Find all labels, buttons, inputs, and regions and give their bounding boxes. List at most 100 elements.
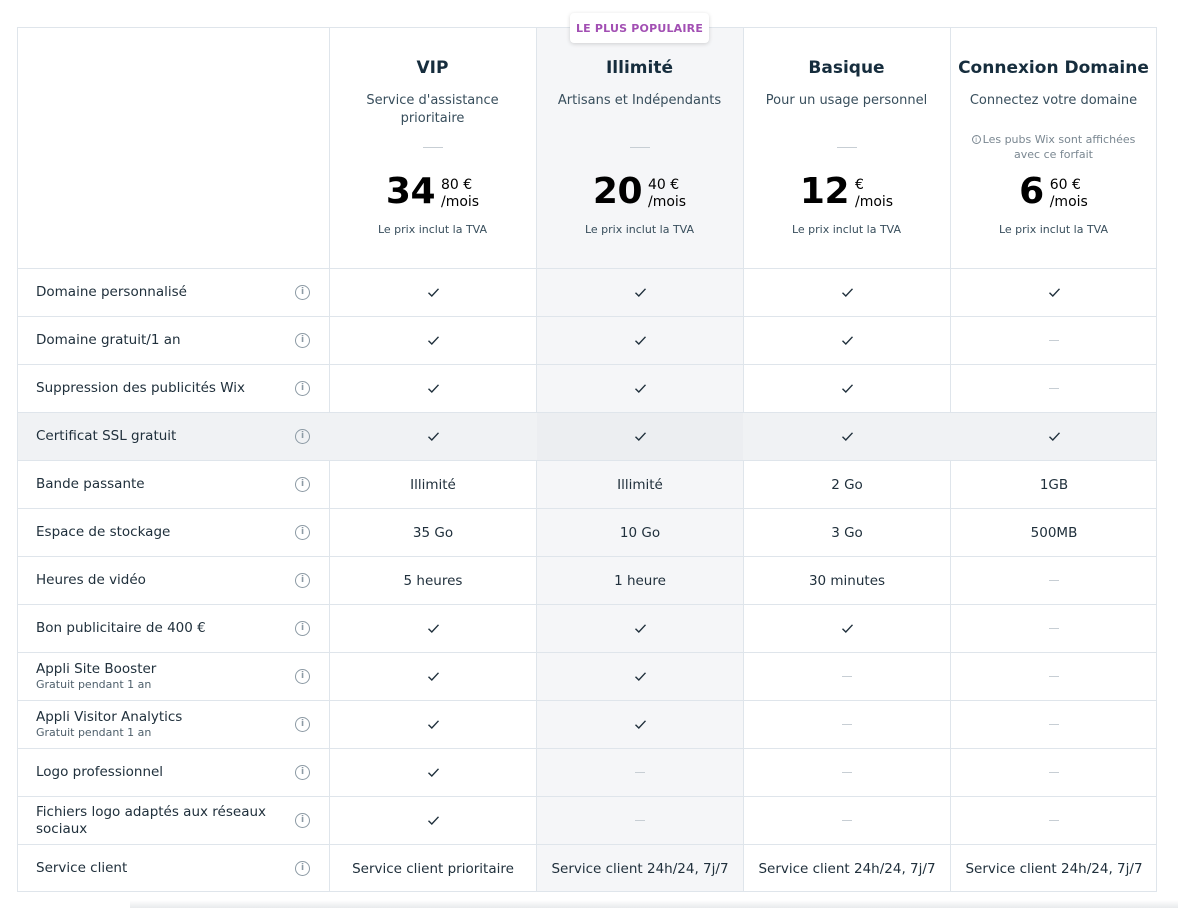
check-icon [634,431,647,442]
check-icon [427,431,440,442]
info-icon[interactable]: i [295,525,310,540]
plan-price: 12 €/mois [743,172,950,212]
separator [836,147,857,148]
info-icon[interactable]: i [295,429,310,444]
plan-header: Illimité Artisans et Indépendants 20 40 €/m… [536,28,743,268]
info-icon[interactable]: i [295,381,310,396]
price-integer: 34 [385,171,436,212]
info-icon: i [971,135,981,144]
feature-cell [744,413,950,460]
feature-value: Service client 24h/24, 7j/7 [551,860,729,877]
feature-name: Appli Visitor Analytics Gratuit pendant 1… [36,701,286,748]
plan-name: Basique [808,58,885,78]
feature-row: Heures de vidéo i 5 heures 1 heure 30 minute… [18,557,1156,604]
feature-cell [951,365,1157,412]
dash-icon [842,676,852,677]
info-icon[interactable]: i [295,717,310,732]
price-period: /mois [1049,194,1088,210]
feature-cell: Service client 24h/24, 7j/7 [951,845,1157,892]
feature-cell [537,413,743,460]
check-icon [427,815,440,826]
feature-value: Service client 24h/24, 7j/7 [965,860,1143,877]
row-divider [18,364,1156,365]
bottom-shadow [130,900,1178,908]
feature-value: Service client prioritaire [352,860,514,877]
row-divider [18,748,1156,749]
feature-cell: Service client 24h/24, 7j/7 [744,845,950,892]
feature-value: 1GB [1039,476,1069,493]
info-icon[interactable]: i [295,669,310,684]
row-divider [18,652,1156,653]
feature-cell [744,701,950,748]
feature-row: Fichiers logo adaptés aux réseaux sociau… [18,797,1156,844]
info-icon[interactable]: i [295,477,310,492]
dash-icon [1049,628,1059,629]
feature-cell: 30 minutes [744,557,950,604]
feature-cell [537,605,743,652]
feature-row: Service client i Service client prioritair… [18,845,1156,892]
feature-label: Service client [36,860,128,876]
feature-row: Logo professionnel i [18,749,1156,796]
info-icon[interactable]: i [295,333,310,348]
row-divider [18,460,1156,461]
check-icon [1048,287,1061,298]
feature-row: Bande passante i Illimité Illimité 2 Go 1GB [18,461,1156,508]
feature-name: Bon publicitaire de 400 € [36,605,286,652]
feature-cell: Service client 24h/24, 7j/7 [537,845,743,892]
feature-cell [330,605,536,652]
tax-note: Le prix inclut la TVA [791,223,902,236]
feature-cell [951,269,1157,316]
feature-name: Espace de stockage [36,509,286,556]
check-icon [634,671,647,682]
info-icon[interactable]: i [295,573,310,588]
feature-label: Espace de stockage [36,524,171,540]
info-icon[interactable]: i [295,813,310,828]
check-icon [634,719,647,730]
plan-ads-text: Les pubs Wix sont affichées avec ce forf… [982,133,1136,161]
row-divider [18,316,1156,317]
plan-description: Connectez votre domaine [969,93,1138,108]
feature-cell [744,653,950,700]
feature-label: Domaine personnalisé [36,284,187,300]
feature-label: Suppression des publicités Wix [36,380,246,396]
feature-value: 1 heure [614,572,666,589]
info-icon[interactable]: i [295,285,310,300]
check-icon [634,383,647,394]
feature-cell [951,557,1157,604]
tax-note: Le prix inclut la TVA [584,223,695,236]
feature-cell [951,413,1157,460]
info-icon[interactable]: i [295,621,310,636]
check-icon [841,335,854,346]
feature-cell: 10 Go [537,509,743,556]
pricing-comparison-table: VIP Service d'assistance prioritaire 34 80 … [17,27,1157,892]
separator [629,147,650,148]
most-popular-badge: LE PLUS POPULAIRE [570,13,709,43]
feature-cell [330,701,536,748]
feature-row: Bon publicitaire de 400 € i [18,605,1156,652]
feature-cell [951,701,1157,748]
check-icon [634,335,647,346]
feature-cell [537,269,743,316]
plan-header: VIP Service d'assistance prioritaire 34 80 … [329,28,536,268]
dash-icon [635,820,645,821]
price-side: 80 €/mois [441,172,479,211]
feature-cell [951,797,1157,844]
plan-description: Pour un usage personnel [765,93,928,108]
feature-value: 30 minutes [808,572,886,589]
feature-sublabel: Gratuit pendant 1 an [36,678,152,691]
row-divider [18,700,1156,701]
info-icon[interactable]: i [295,765,310,780]
plan-name: Connexion Domaine [958,58,1149,78]
info-icon[interactable]: i [295,861,310,876]
price-decimal: 40 € [648,177,680,193]
feature-cell [951,605,1157,652]
feature-label: Bande passante [36,476,145,492]
feature-cell [330,269,536,316]
plan-ads-note: i Les pubs Wix sont affichées avec ce for… [964,132,1143,162]
tax-note: Le prix inclut la TVA [998,223,1109,236]
price-side: €/mois [855,172,893,211]
dash-icon [1049,724,1059,725]
dash-icon [842,772,852,773]
feature-value: Service client 24h/24, 7j/7 [758,860,936,877]
dash-icon [1049,340,1059,341]
